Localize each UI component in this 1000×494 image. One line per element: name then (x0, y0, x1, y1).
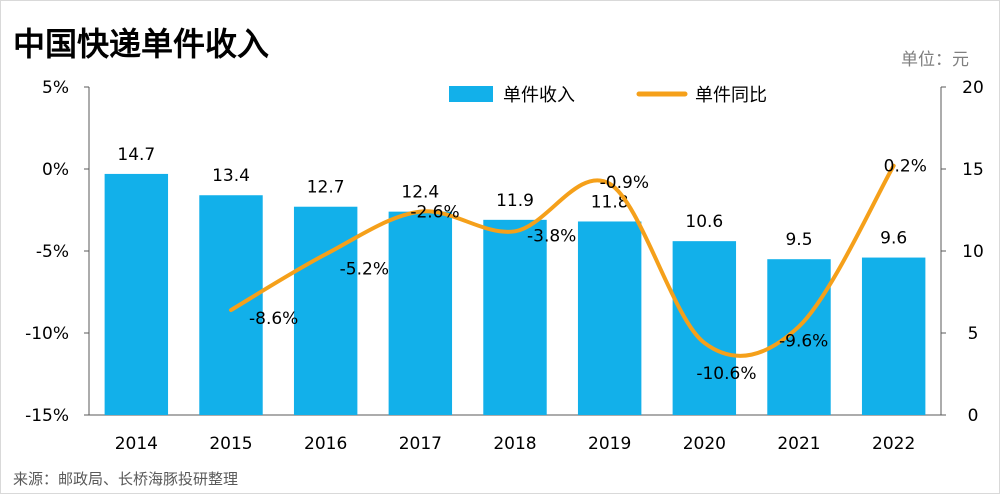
right-axis-tick-label: 5 (968, 324, 979, 344)
bar-2014 (104, 173, 169, 415)
left-axis-tick-label: -5% (36, 242, 69, 262)
source-note: 来源：邮政局、长桥海豚投研整理 (13, 470, 239, 488)
bar-2016 (293, 206, 358, 415)
bar-2019 (577, 221, 642, 415)
bar-data-label: 9.6 (880, 229, 907, 249)
line-data-label: -2.6% (410, 203, 459, 223)
x-axis-tick-label: 2022 (872, 434, 915, 454)
x-axis-tick-label: 2020 (683, 434, 726, 454)
line-data-label: 0.2% (884, 157, 927, 177)
bar-2018 (483, 219, 547, 415)
line-data-label: -10.6% (696, 364, 756, 384)
bar-data-label: 13.4 (212, 166, 250, 186)
right-axis-tick-label: 15 (962, 160, 984, 180)
x-axis-tick-label: 2018 (493, 434, 536, 454)
line-data-label: -5.2% (340, 259, 389, 279)
bar-data-label: 10.6 (685, 212, 723, 232)
line-data-label: -0.9% (600, 173, 649, 193)
legend-label-line: 单件同比 (695, 85, 767, 106)
bar-data-label: 14.7 (117, 145, 155, 165)
legend-swatch-bar (449, 86, 493, 102)
x-axis-tick-label: 2016 (304, 434, 347, 454)
bar-data-label: 11.9 (496, 191, 534, 211)
bar-2015 (199, 195, 263, 415)
right-axis-tick-label: 0 (968, 406, 979, 426)
unit-label: 单位：元 (901, 50, 969, 70)
x-axis-tick-label: 2014 (115, 434, 158, 454)
x-axis-tick-label: 2019 (588, 434, 631, 454)
x-axis-tick-label: 2015 (209, 434, 252, 454)
bar-2017 (388, 211, 453, 415)
right-axis-tick-label: 10 (962, 242, 984, 262)
right-axis-tick-label: 20 (962, 78, 984, 98)
left-axis-tick-label: 0% (42, 160, 69, 180)
bar-2021 (767, 259, 831, 415)
line-data-label: -9.6% (779, 331, 828, 351)
legend-label-bar: 单件收入 (503, 85, 575, 106)
left-axis-tick-label: -15% (25, 406, 69, 426)
x-axis-tick-label: 2021 (777, 434, 820, 454)
bar-data-label: 12.7 (307, 178, 345, 198)
left-axis-tick-label: 5% (42, 78, 69, 98)
chart-title: 中国快递单件收入 (13, 25, 270, 63)
bar-data-label: 11.8 (591, 192, 629, 212)
bar-2022 (861, 257, 926, 415)
line-data-label: -3.8% (527, 226, 576, 246)
bar-data-label: 12.4 (401, 183, 439, 203)
line-data-label: -8.6% (249, 309, 298, 329)
left-axis-tick-label: -10% (25, 324, 69, 344)
bar-2020 (672, 241, 737, 415)
bar-data-label: 9.5 (785, 230, 812, 250)
x-axis-tick-label: 2017 (399, 434, 442, 454)
